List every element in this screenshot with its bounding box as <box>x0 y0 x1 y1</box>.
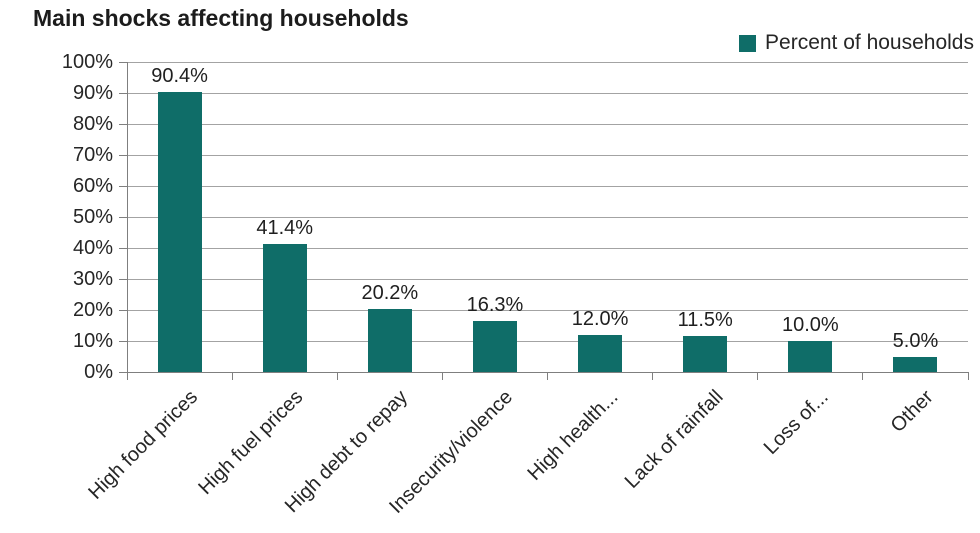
y-axis-tick-label: 50% <box>72 206 113 228</box>
x-axis-category-label: High fuel prices <box>194 386 308 500</box>
y-axis-tick-label: 70% <box>72 144 113 166</box>
bar-value-label: 11.5% <box>677 309 733 332</box>
y-axis-tick <box>119 61 127 63</box>
bar <box>157 91 202 372</box>
y-axis-tick <box>119 123 127 125</box>
bar <box>788 341 833 372</box>
y-axis-tick <box>119 154 127 156</box>
y-axis-tick <box>119 340 127 342</box>
bar <box>683 336 728 372</box>
bar-value-label: 41.4% <box>256 216 314 239</box>
y-axis-line <box>127 62 128 372</box>
gridline <box>127 92 968 94</box>
y-axis-tick <box>119 309 127 311</box>
y-axis-tick-label: 90% <box>72 82 113 104</box>
gridline <box>127 154 968 156</box>
bar-value-label: 10.0% <box>781 314 839 336</box>
y-axis-tick <box>119 185 127 187</box>
y-axis-tick <box>119 92 127 94</box>
bar <box>262 243 307 372</box>
gridline <box>127 185 968 187</box>
x-axis-tick <box>967 372 969 380</box>
bar-value-label: 20.2% <box>361 282 419 305</box>
y-axis-tick-label: 0% <box>84 361 113 383</box>
bar <box>472 321 517 372</box>
y-axis-tick-label: 60% <box>72 175 113 197</box>
x-axis-tick <box>231 372 233 380</box>
y-axis-tick-label: 30% <box>72 268 113 290</box>
x-axis-tick <box>652 372 654 380</box>
gridline <box>127 278 968 280</box>
x-axis-tick <box>336 372 338 380</box>
y-axis-tick <box>119 278 127 280</box>
y-axis-tick-label: 100% <box>61 51 113 73</box>
gridline <box>127 216 968 218</box>
legend: Percent of households <box>739 31 974 55</box>
bar-value-label: 16.3% <box>466 294 524 317</box>
gridline <box>127 61 968 63</box>
x-axis-category-label: Loss of... <box>759 386 833 459</box>
x-axis-category-label: High health... <box>523 386 623 485</box>
x-axis-tick <box>126 372 128 380</box>
x-axis-category-label: Other <box>887 386 938 437</box>
gridline <box>127 123 968 125</box>
bar <box>893 356 938 372</box>
bar <box>578 334 623 372</box>
x-axis-tick <box>757 372 759 380</box>
y-axis-tick <box>119 371 127 373</box>
gridline <box>127 309 968 311</box>
x-axis-category-label: Lack of rainfall <box>620 386 728 493</box>
bar <box>367 309 412 372</box>
x-axis-tick <box>547 372 548 380</box>
x-axis-category-label: High food prices <box>84 386 203 504</box>
x-axis-tick <box>441 372 443 380</box>
y-axis-tick <box>119 216 127 218</box>
y-axis-tick-label: 20% <box>72 299 113 321</box>
x-axis-line <box>127 371 968 373</box>
gridline <box>127 247 968 249</box>
legend-label: Percent of households <box>765 31 974 54</box>
gridline <box>127 340 968 342</box>
y-axis-tick-label: 80% <box>72 113 113 135</box>
chart-title: Main shocks affecting households <box>33 5 409 31</box>
bar-value-label: 12.0% <box>571 307 629 330</box>
legend-swatch <box>739 34 757 52</box>
x-axis-tick <box>862 372 864 380</box>
y-axis-tick <box>119 247 127 249</box>
y-axis-tick-label: 10% <box>72 330 113 352</box>
y-axis-tick-label: 40% <box>72 237 113 259</box>
bar-value-label: 5.0% <box>892 329 939 352</box>
bar-value-label: 90.4% <box>151 64 208 87</box>
